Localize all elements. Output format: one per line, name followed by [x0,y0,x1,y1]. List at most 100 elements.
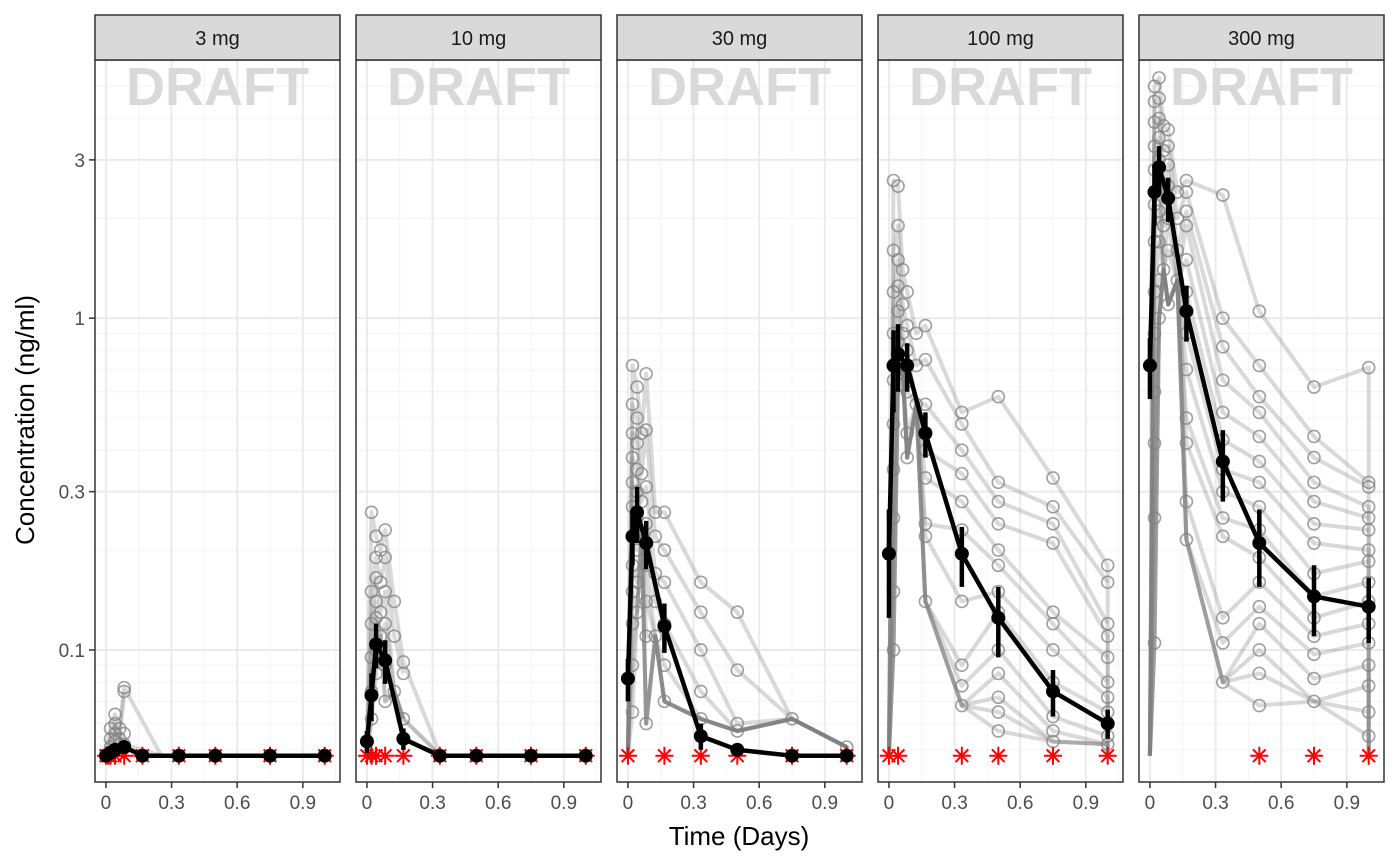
individual-data-point [1361,658,1376,672]
individual-data-point [630,380,644,394]
panel-background [878,60,1123,782]
mean-data-point [918,426,933,441]
facet-panel-1: DRAFT 3 mg 0 0.3 0.6 0.9 [94,14,341,814]
individual-data-point [1361,523,1376,537]
individual-data-point [891,218,905,233]
individual-data-point [1161,297,1175,312]
individual-data-point [1100,675,1115,689]
blq-marker [1044,746,1062,765]
individual-data-point [955,443,969,458]
individual-data-point [1252,643,1267,657]
individual-data-point [1046,500,1060,514]
individual-data-point [625,397,640,412]
mean-data-point [630,505,645,520]
individual-data-point [1152,91,1166,106]
individual-data-point [1216,611,1230,625]
y-axis-title: Concentration (ng/ml) [10,295,40,545]
individual-data-point [648,529,663,544]
individual-data-point [918,352,933,367]
x-tick-label: 0.3 [941,793,967,814]
individual-profile-line [1147,267,1370,756]
individual-data-point [895,297,910,312]
mean-data-point [369,637,384,652]
mean-data-point [135,748,150,763]
individual-data-point [730,605,745,619]
individual-data-point [1046,616,1060,631]
facet-strip-label: 100 mg [967,28,1034,50]
individual-data-point [1179,436,1194,450]
x-axis-title: Time (Days) [669,821,810,851]
x-tick-label: 0.9 [1334,793,1360,814]
individual-data-point [785,712,799,726]
individual-data-point [1161,243,1175,258]
mean-data-point [785,748,799,763]
individual-data-point [891,179,905,193]
individual-data-point [1147,115,1162,129]
mean-data-point [639,536,654,551]
x-tick-label: 0 [623,793,634,814]
x-tick-label: 0 [1145,793,1156,814]
blq-marker [655,746,674,765]
individual-data-point [634,466,649,481]
individual-data-point [886,643,901,657]
mean-data-point [620,671,635,686]
individual-data-point [364,505,379,520]
mean-data-point [1361,599,1376,614]
individual-data-point [1179,411,1194,425]
individual-data-point [625,450,640,465]
mean-data-point [839,748,854,763]
individual-data-point [730,724,745,738]
blq-marker-stroke [890,748,906,763]
facet-panel-4: DRAFT 100 mg 0 0.3 0.6 0.9 [877,14,1124,814]
individual-data-point [378,584,392,599]
facet-strip-label: 30 mg [712,28,768,50]
blq-marker [1250,746,1269,765]
mean-data-point [881,546,896,561]
individual-data-point [991,558,1006,573]
individual-data-point [373,605,388,619]
individual-data-point [639,366,653,381]
individual-data-point [1147,436,1162,450]
individual-data-point [1147,636,1162,650]
individual-data-point [694,643,708,657]
mean-data-point [578,748,593,763]
individual-data-point [657,543,672,557]
individual-data-point [1216,675,1230,689]
y-tick-label: 3 [74,151,85,172]
facet-strip [355,14,602,61]
individual-data-point [991,494,1006,509]
individual-data-point [891,304,905,318]
x-tick-label: 0.6 [1268,793,1294,814]
blq-marker-stroke [396,748,411,763]
individual-data-point [1147,511,1162,525]
blq-marker-stroke [991,748,1006,763]
x-tick-label: 0.3 [158,793,184,814]
individual-data-point [1100,575,1115,590]
draft-watermark: DRAFT [909,57,1092,117]
x-tick-label: 0.6 [224,793,250,814]
individual-data-point [1361,554,1376,569]
individual-profile-line [1147,267,1371,756]
mean-data-point [317,748,332,763]
individual-profile-line [886,284,1110,756]
individual-profile-line [625,431,848,756]
individual-data-point [955,678,969,693]
mean-data-point [1152,160,1167,175]
mean-data-point [1046,684,1060,699]
individual-data-point [991,724,1006,738]
facet-strip [616,14,863,61]
individual-data-point [1152,130,1166,145]
individual-data-point [1161,139,1175,153]
individual-data-point [1361,705,1376,719]
individual-data-point [1252,698,1267,713]
mean-data-point [625,529,640,544]
individual-data-point [625,616,640,631]
individual-data-point [1100,558,1115,573]
individual-data-point [1361,500,1376,514]
individual-data-point [369,529,383,544]
blq-marker [618,746,637,765]
blq-marker-stroke [378,748,393,763]
individual-data-point [955,698,969,713]
